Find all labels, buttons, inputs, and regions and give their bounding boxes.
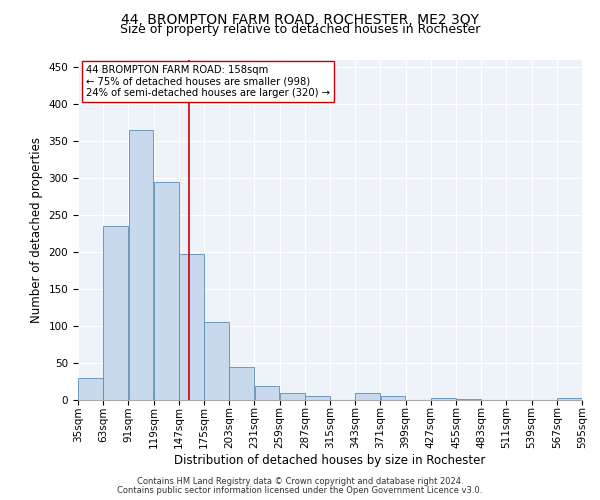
- Bar: [305, 396, 330, 400]
- Bar: [204, 322, 229, 400]
- Bar: [456, 398, 481, 400]
- Bar: [154, 182, 179, 400]
- Bar: [355, 394, 380, 400]
- Bar: [229, 366, 254, 400]
- Text: 44 BROMPTON FARM ROAD: 158sqm
← 75% of detached houses are smaller (998)
24% of : 44 BROMPTON FARM ROAD: 158sqm ← 75% of d…: [86, 65, 329, 98]
- Text: 44, BROMPTON FARM ROAD, ROCHESTER, ME2 3QY: 44, BROMPTON FARM ROAD, ROCHESTER, ME2 3…: [121, 12, 479, 26]
- Text: Contains HM Land Registry data © Crown copyright and database right 2024.: Contains HM Land Registry data © Crown c…: [137, 477, 463, 486]
- Text: Contains public sector information licensed under the Open Government Licence v3: Contains public sector information licen…: [118, 486, 482, 495]
- Y-axis label: Number of detached properties: Number of detached properties: [30, 137, 43, 323]
- Bar: [179, 254, 204, 400]
- Bar: [254, 386, 280, 400]
- Bar: [128, 130, 154, 400]
- Bar: [280, 392, 305, 400]
- Bar: [380, 396, 406, 400]
- Bar: [557, 398, 582, 400]
- Bar: [78, 378, 103, 400]
- Bar: [431, 398, 456, 400]
- Text: Size of property relative to detached houses in Rochester: Size of property relative to detached ho…: [120, 22, 480, 36]
- Bar: [103, 226, 128, 400]
- X-axis label: Distribution of detached houses by size in Rochester: Distribution of detached houses by size …: [175, 454, 485, 467]
